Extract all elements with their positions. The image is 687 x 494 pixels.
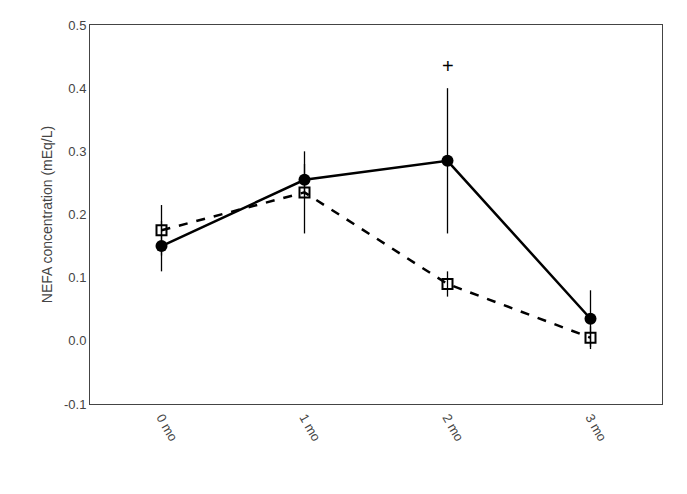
svg-text:0 mo: 0 mo <box>153 411 180 444</box>
svg-text:0.2: 0.2 <box>68 207 86 222</box>
svg-text:+: + <box>442 55 454 77</box>
svg-text:-0.1: -0.1 <box>64 397 86 412</box>
svg-text:0.5: 0.5 <box>68 18 86 33</box>
svg-text:0.1: 0.1 <box>68 270 86 285</box>
svg-text:0.3: 0.3 <box>68 144 86 159</box>
svg-text:0.4: 0.4 <box>68 81 86 96</box>
svg-text:0.0: 0.0 <box>68 333 86 348</box>
svg-text:1 mo: 1 mo <box>296 411 323 444</box>
svg-text:2 mo: 2 mo <box>439 411 466 444</box>
svg-text:NEFA concentration (mEq/L): NEFA concentration (mEq/L) <box>39 126 55 303</box>
svg-text:3 mo: 3 mo <box>582 411 609 444</box>
